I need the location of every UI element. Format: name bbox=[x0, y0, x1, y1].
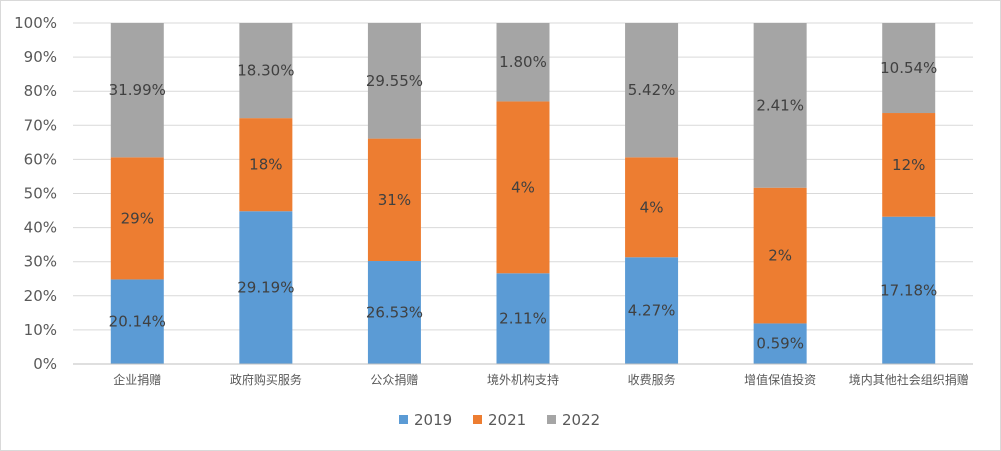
y-tick-label: 40% bbox=[24, 219, 57, 237]
y-tick-label: 20% bbox=[24, 287, 57, 305]
data-label-2022: 1.80% bbox=[499, 53, 547, 71]
data-label-2022: 5.42% bbox=[628, 81, 676, 99]
data-label-2021: 2% bbox=[768, 247, 792, 265]
bar-segment-2022 bbox=[882, 23, 936, 114]
data-label-2022: 10.54% bbox=[880, 59, 937, 77]
bar-segment-2019 bbox=[239, 211, 293, 364]
data-label-2019: 17.18% bbox=[880, 281, 937, 299]
data-label-2019: 29.19% bbox=[237, 279, 294, 297]
y-tick-label: 100% bbox=[14, 14, 57, 32]
data-label-2021: 18% bbox=[249, 156, 282, 174]
y-tick-label: 30% bbox=[24, 253, 57, 271]
bar-segment-2022 bbox=[625, 23, 679, 158]
bar-segment-2022 bbox=[110, 23, 164, 158]
legend-label-2019: 2019 bbox=[414, 411, 452, 429]
x-category-label: 增值保值投资 bbox=[744, 372, 816, 387]
y-tick-label: 80% bbox=[24, 82, 57, 100]
bar-segment-2019 bbox=[367, 261, 421, 364]
y-tick-label: 60% bbox=[24, 150, 57, 168]
x-category-label: 政府购买服务 bbox=[230, 372, 302, 387]
data-label-2019: 4.27% bbox=[628, 302, 676, 320]
y-tick-label: 70% bbox=[24, 116, 57, 134]
x-category-label: 境内其他社会组织捐赠 bbox=[849, 372, 969, 387]
x-category-label: 公众捐赠 bbox=[370, 373, 418, 387]
legend-label-2022: 2022 bbox=[562, 411, 600, 429]
data-label-2022: 2.41% bbox=[756, 96, 804, 114]
legend-swatch-2019 bbox=[399, 415, 408, 424]
x-category-label: 企业捐赠 bbox=[113, 372, 161, 387]
bar-segment-2019 bbox=[110, 279, 164, 364]
bar-segment-2019 bbox=[625, 257, 679, 364]
data-label-2021: 31% bbox=[378, 191, 411, 209]
bar-segment-2021 bbox=[625, 157, 679, 258]
y-tick-label: 50% bbox=[24, 185, 57, 203]
bar-segment-2019 bbox=[753, 323, 807, 364]
legend-swatch-2021 bbox=[473, 415, 482, 424]
bar-segment-2022 bbox=[239, 23, 293, 119]
bar-segment-2022 bbox=[753, 23, 807, 188]
y-tick-label: 10% bbox=[24, 321, 57, 339]
x-category-label: 境外机构支持 bbox=[487, 372, 559, 387]
data-label-2022: 31.99% bbox=[109, 81, 166, 99]
data-label-2019: 26.53% bbox=[366, 304, 423, 322]
bar-segment-2021 bbox=[110, 157, 164, 280]
y-tick-label: 0% bbox=[33, 355, 57, 373]
data-label-2021: 4% bbox=[640, 198, 664, 216]
data-label-2021: 29% bbox=[121, 209, 154, 227]
data-label-2019: 0.59% bbox=[756, 335, 804, 353]
bar-segment-2019 bbox=[496, 273, 550, 364]
data-label-2021: 12% bbox=[892, 156, 925, 174]
bar-segment-2021 bbox=[882, 113, 936, 217]
y-tick-label: 90% bbox=[24, 48, 57, 66]
bar-segment-2019 bbox=[882, 216, 936, 364]
bar-segment-2021 bbox=[753, 187, 807, 324]
bar-segment-2021 bbox=[239, 118, 293, 212]
legend-swatch-2022 bbox=[547, 415, 556, 424]
bar-segment-2022 bbox=[367, 23, 421, 139]
legend-label-2021: 2021 bbox=[488, 411, 526, 429]
data-label-2021: 4% bbox=[511, 178, 535, 196]
bar-segment-2022 bbox=[496, 23, 550, 102]
data-label-2019: 2.11% bbox=[499, 310, 547, 328]
data-label-2022: 29.55% bbox=[366, 72, 423, 90]
data-label-2019: 20.14% bbox=[109, 313, 166, 331]
bar-segment-2021 bbox=[496, 101, 550, 274]
data-label-2022: 18.30% bbox=[237, 62, 294, 80]
x-category-label: 收费服务 bbox=[628, 372, 676, 387]
bar-segment-2021 bbox=[367, 138, 421, 262]
